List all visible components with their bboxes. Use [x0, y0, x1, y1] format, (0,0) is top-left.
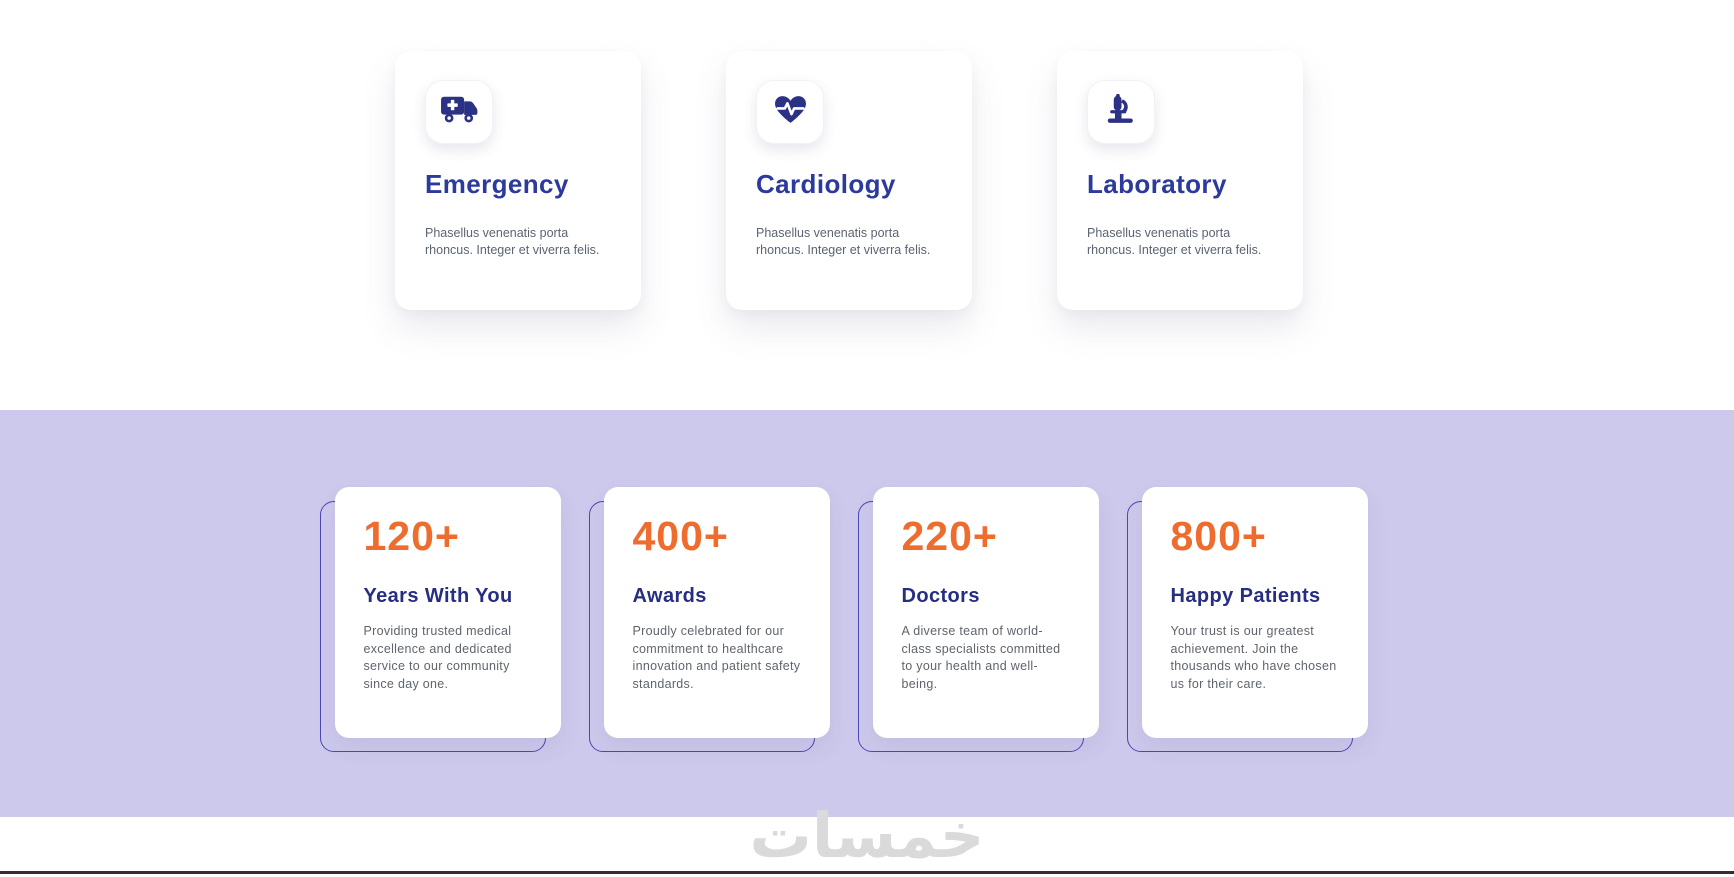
- service-description: Phasellus venenatis porta rhoncus. Integ…: [1087, 226, 1262, 257]
- stat-card-awards: 400+ Awards Proudly celebrated for our c…: [588, 487, 830, 752]
- stat-description: Proudly celebrated for our commitment to…: [632, 624, 801, 691]
- service-card-laboratory: Laboratory Phasellus venenatis porta rho…: [1057, 51, 1303, 310]
- service-title: Emergency: [425, 169, 569, 199]
- services-row: Emergency Phasellus venenatis porta rhon…: [395, 51, 1303, 410]
- footer: خمسات: [0, 805, 1734, 877]
- service-icon-box: [425, 80, 493, 144]
- services-section: Emergency Phasellus venenatis porta rhon…: [0, 0, 1734, 410]
- stats-row: 120+ Years With You Providing trusted me…: [0, 410, 1718, 752]
- service-card-cardiology: Cardiology Phasellus venenatis porta rho…: [726, 51, 972, 310]
- stat-label: Happy Patients: [1170, 585, 1321, 607]
- service-title: Laboratory: [1087, 169, 1227, 199]
- stat-description: Your trust is our greatest achievement. …: [1170, 624, 1337, 691]
- stat-card-patients: 800+ Happy Patients Your trust is our gr…: [1126, 487, 1368, 752]
- stat-label: Years With You: [363, 585, 513, 607]
- stat-description: Providing trusted medical excellence and…: [363, 624, 512, 691]
- stat-label: Doctors: [901, 585, 980, 607]
- ambulance-icon: [440, 95, 478, 130]
- stat-value: 400+: [632, 513, 729, 559]
- stat-card: 220+ Doctors A diverse team of world-cla…: [872, 487, 1099, 738]
- heart-pulse-icon: [774, 95, 807, 129]
- stat-card: 400+ Awards Proudly celebrated for our c…: [603, 487, 830, 738]
- stats-section: 120+ Years With You Providing trusted me…: [0, 410, 1734, 817]
- service-title: Cardiology: [756, 169, 896, 199]
- bottom-divider: [0, 871, 1734, 874]
- service-icon-box: [1087, 80, 1155, 144]
- microscope-icon: [1106, 94, 1137, 130]
- stat-label: Awards: [632, 585, 707, 607]
- service-description: Phasellus venenatis porta rhoncus. Integ…: [756, 226, 931, 257]
- khamsat-watermark-logo: خمسات: [749, 799, 985, 872]
- service-description: Phasellus venenatis porta rhoncus. Integ…: [425, 226, 600, 257]
- stat-value: 120+: [363, 513, 460, 559]
- stat-card-doctors: 220+ Doctors A diverse team of world-cla…: [857, 487, 1099, 752]
- service-icon-box: [756, 80, 824, 144]
- service-card-emergency: Emergency Phasellus venenatis porta rhon…: [395, 51, 641, 310]
- stat-card: 800+ Happy Patients Your trust is our gr…: [1141, 487, 1368, 738]
- stat-description: A diverse team of world-class specialist…: [901, 624, 1061, 691]
- stat-value: 800+: [1170, 513, 1267, 559]
- stat-card-years: 120+ Years With You Providing trusted me…: [319, 487, 561, 752]
- stat-card: 120+ Years With You Providing trusted me…: [334, 487, 561, 738]
- stat-value: 220+: [901, 513, 998, 559]
